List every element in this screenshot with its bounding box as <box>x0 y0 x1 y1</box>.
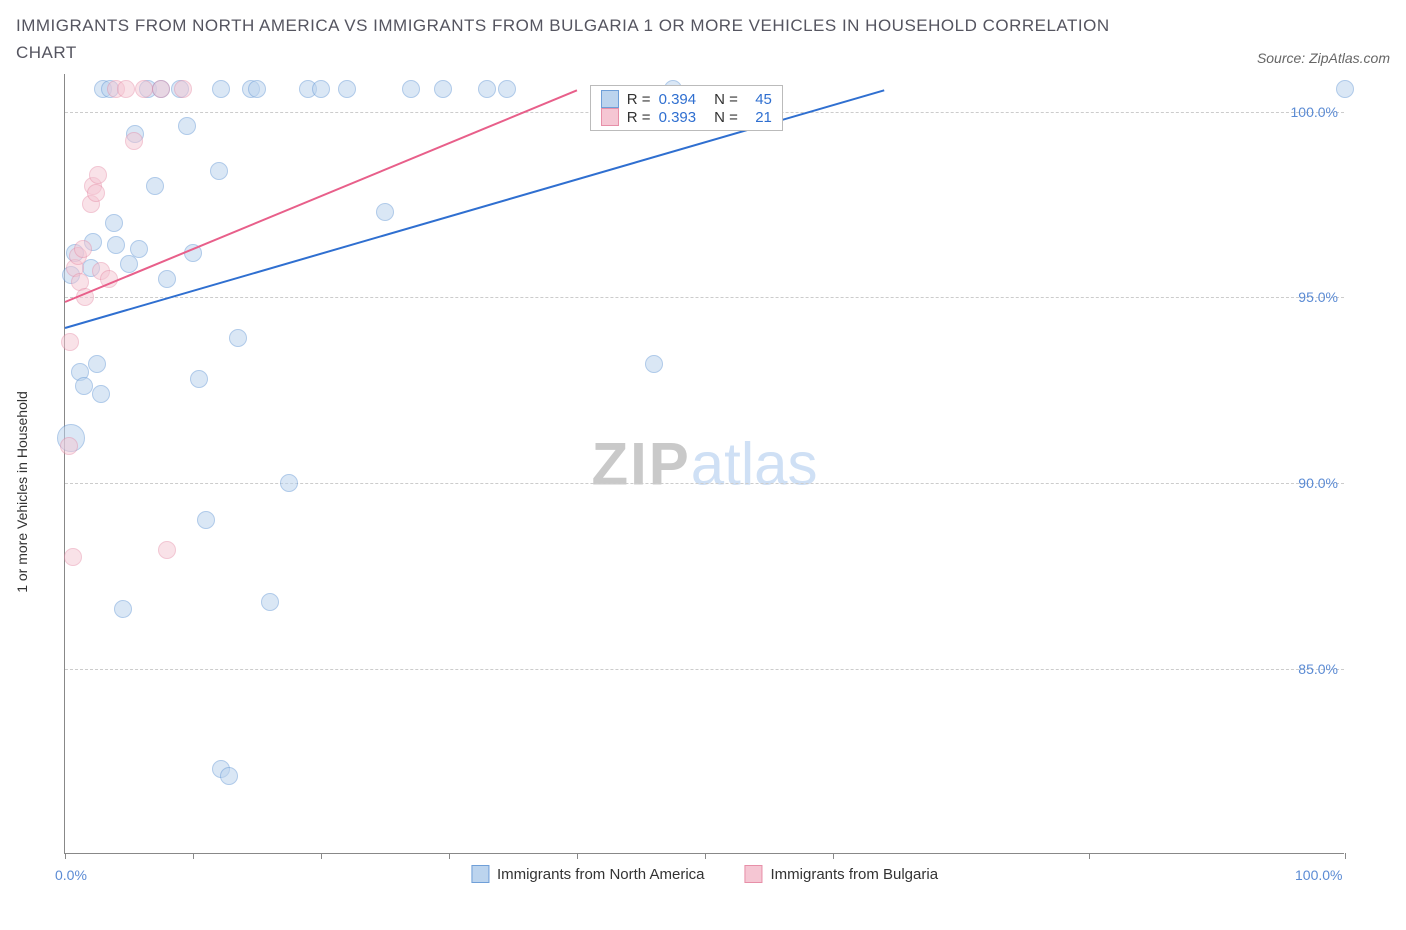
legend-swatch-icon <box>744 865 762 883</box>
scatter-point <box>130 240 148 258</box>
source-label: Source: ZipAtlas.com <box>1257 50 1390 66</box>
scatter-point <box>120 255 138 273</box>
stats-box: R = 0.394 N = 45 R = 0.393 N = 21 <box>590 85 783 131</box>
stat-r-value: 0.394 <box>659 91 697 108</box>
scatter-point <box>478 80 496 98</box>
scatter-point <box>125 132 143 150</box>
scatter-point <box>312 80 330 98</box>
scatter-point <box>338 80 356 98</box>
y-tick-label: 95.0% <box>1298 289 1338 305</box>
scatter-point <box>61 333 79 351</box>
y-tick-label: 85.0% <box>1298 661 1338 677</box>
y-tick-label: 90.0% <box>1298 475 1338 491</box>
stats-row: R = 0.393 N = 21 <box>601 108 772 126</box>
scatter-point <box>60 437 78 455</box>
plot-area: ZIPatlas 85.0%90.0%95.0%100.0%0.0%100.0%… <box>64 74 1344 854</box>
gridline <box>65 297 1344 298</box>
scatter-point <box>197 511 215 529</box>
x-tick <box>1089 853 1090 859</box>
x-tick <box>1345 853 1346 859</box>
legend: Immigrants from North America Immigrants … <box>471 865 938 883</box>
stat-n-label: N = <box>714 91 738 108</box>
watermark: ZIPatlas <box>591 429 817 498</box>
stat-n-value: 21 <box>746 109 772 126</box>
scatter-point <box>64 548 82 566</box>
y-axis-title: 1 or more Vehicles in Household <box>14 392 30 594</box>
stat-r-value: 0.393 <box>659 109 697 126</box>
scatter-point <box>190 370 208 388</box>
y-tick-label: 100.0% <box>1291 104 1338 120</box>
x-tick <box>193 853 194 859</box>
scatter-point <box>146 177 164 195</box>
scatter-point <box>248 80 266 98</box>
x-tick <box>833 853 834 859</box>
chart-title: IMMIGRANTS FROM NORTH AMERICA VS IMMIGRA… <box>16 12 1116 66</box>
x-tick <box>577 853 578 859</box>
legend-label: Immigrants from North America <box>497 866 705 883</box>
scatter-point <box>75 377 93 395</box>
x-tick <box>449 853 450 859</box>
x-axis-label: 100.0% <box>1295 867 1342 883</box>
scatter-point <box>158 270 176 288</box>
scatter-point <box>105 214 123 232</box>
scatter-point <box>220 767 238 785</box>
chart-header: IMMIGRANTS FROM NORTH AMERICA VS IMMIGRA… <box>16 12 1390 66</box>
gridline <box>65 669 1344 670</box>
scatter-point <box>92 385 110 403</box>
legend-swatch-icon <box>601 90 619 108</box>
x-axis-label: 0.0% <box>55 867 87 883</box>
scatter-point <box>178 117 196 135</box>
scatter-point <box>89 166 107 184</box>
stats-row: R = 0.394 N = 45 <box>601 90 772 108</box>
legend-item: Immigrants from North America <box>471 865 705 883</box>
scatter-point <box>402 80 420 98</box>
scatter-point <box>107 236 125 254</box>
scatter-point <box>434 80 452 98</box>
x-tick <box>65 853 66 859</box>
legend-item: Immigrants from Bulgaria <box>744 865 938 883</box>
legend-swatch-icon <box>471 865 489 883</box>
stat-n-label: N = <box>714 109 738 126</box>
stat-r-label: R = <box>627 109 651 126</box>
scatter-point <box>210 162 228 180</box>
scatter-point <box>261 593 279 611</box>
stat-r-label: R = <box>627 91 651 108</box>
x-tick <box>321 853 322 859</box>
legend-label: Immigrants from Bulgaria <box>770 866 938 883</box>
chart-container: 1 or more Vehicles in Household ZIPatlas… <box>16 74 1390 894</box>
x-tick <box>705 853 706 859</box>
scatter-point <box>229 329 247 347</box>
scatter-point <box>114 600 132 618</box>
scatter-point <box>645 355 663 373</box>
scatter-point <box>135 80 153 98</box>
scatter-point <box>498 80 516 98</box>
scatter-point <box>376 203 394 221</box>
scatter-point <box>152 80 170 98</box>
scatter-point <box>174 80 192 98</box>
scatter-point <box>280 474 298 492</box>
scatter-point <box>117 80 135 98</box>
trend-line <box>65 89 578 303</box>
legend-swatch-icon <box>601 108 619 126</box>
scatter-point <box>88 355 106 373</box>
stat-n-value: 45 <box>746 91 772 108</box>
scatter-point <box>158 541 176 559</box>
scatter-point <box>1336 80 1354 98</box>
scatter-point <box>74 240 92 258</box>
scatter-point <box>212 80 230 98</box>
scatter-point <box>87 184 105 202</box>
gridline <box>65 483 1344 484</box>
